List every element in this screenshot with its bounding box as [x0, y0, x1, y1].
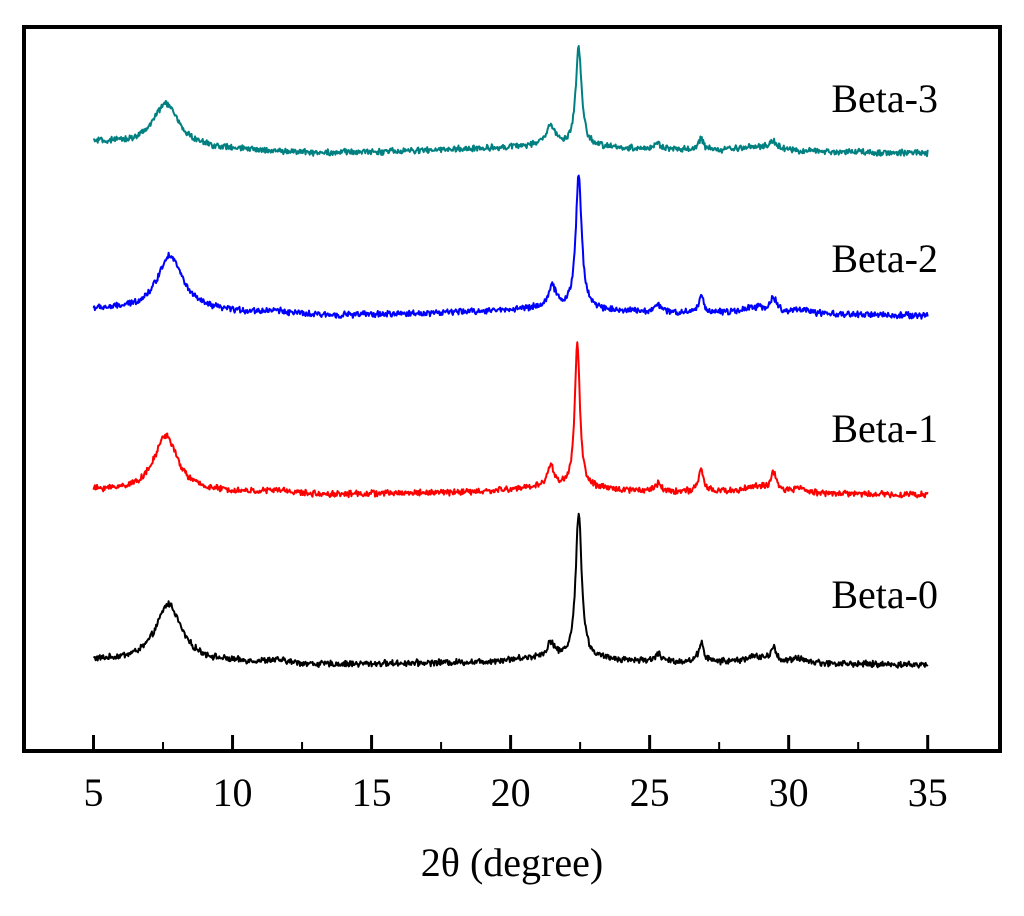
series-label-beta-3: Beta-3: [831, 76, 938, 121]
x-axis-tick-labels: 5 10 15 20 25 30 35: [84, 770, 948, 815]
series-label-beta-1: Beta-1: [831, 406, 938, 451]
x-tick-label: 25: [630, 770, 670, 815]
x-tick-label: 15: [352, 770, 392, 815]
series-line-beta-3: [92, 45, 929, 158]
series-label-beta-2: Beta-2: [831, 236, 938, 281]
plot-frame: [22, 25, 1002, 753]
x-axis-title: 2θ (degree): [421, 840, 603, 885]
series-traces: [92, 45, 929, 669]
series-line-beta-0: [92, 512, 929, 669]
x-axis-ticks: [92, 735, 930, 751]
series-line-beta-1: [92, 341, 929, 499]
series-line-beta-2: [92, 174, 929, 320]
x-tick-label: 5: [84, 770, 104, 815]
x-tick-label: 35: [908, 770, 948, 815]
x-tick-label: 30: [769, 770, 809, 815]
x-tick-label: 20: [491, 770, 531, 815]
x-tick-label: 10: [213, 770, 253, 815]
series-label-beta-0: Beta-0: [831, 572, 938, 617]
series-labels: Beta-0 Beta-1 Beta-2 Beta-3: [831, 76, 938, 617]
